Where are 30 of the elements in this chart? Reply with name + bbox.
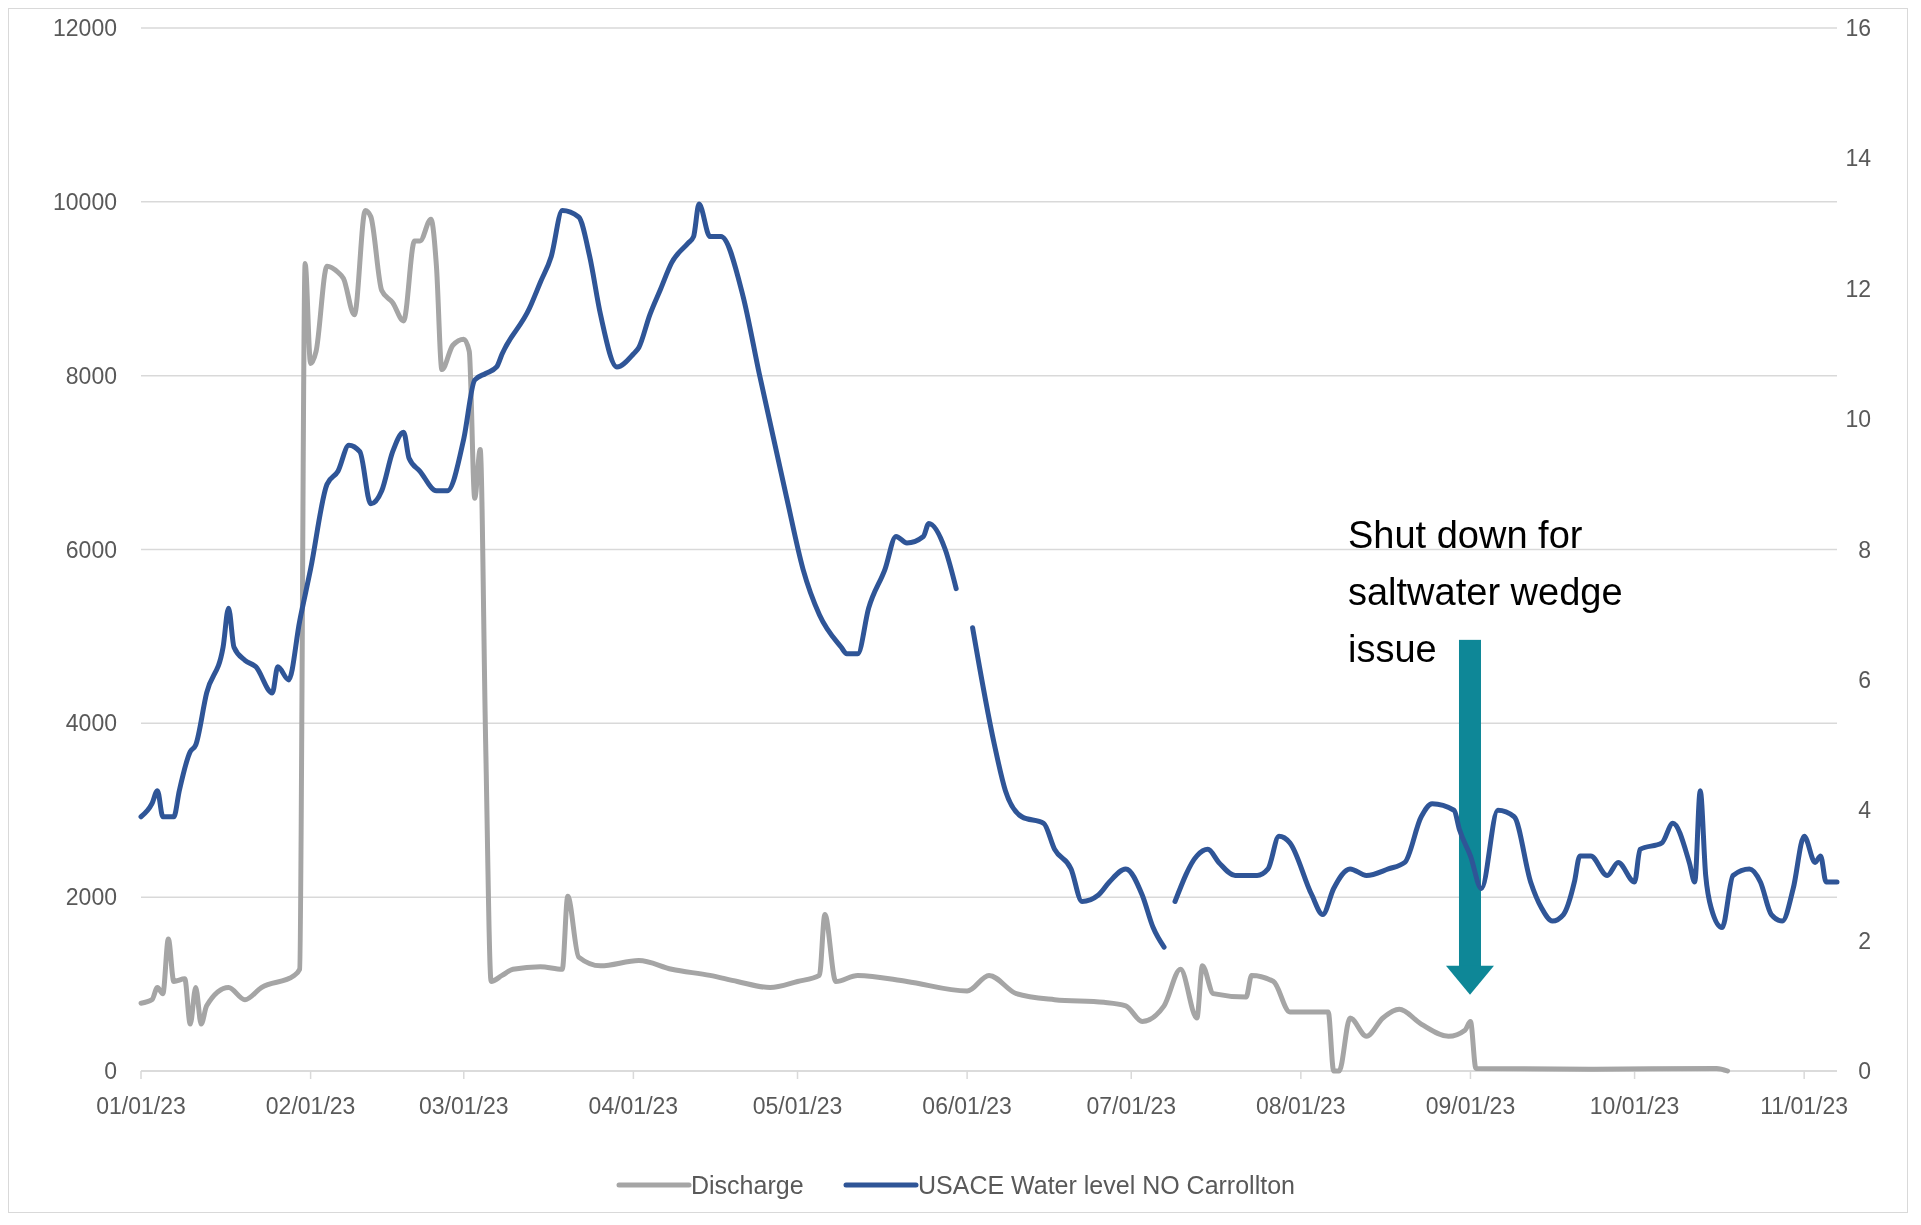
x-tick-label: 05/01/23	[752, 1093, 843, 1119]
y-tick-label: 0	[104, 1058, 117, 1085]
y2-tick-label: 14	[1845, 145, 1872, 172]
x-tick-label: 11/01/23	[1760, 1093, 1849, 1119]
x-tick-label: 09/01/23	[1425, 1093, 1516, 1119]
legend-label: USACE Water level NO Carrollton	[918, 1170, 1295, 1199]
y2-tick-label: 12	[1845, 275, 1871, 302]
y-tick-label: 8000	[65, 362, 117, 389]
y2-tick-label: 6	[1858, 666, 1871, 693]
x-tick-label: 06/01/23	[922, 1093, 1012, 1119]
x-tick-label: 02/01/23	[265, 1093, 356, 1119]
x-tick-label: 04/01/23	[588, 1093, 679, 1119]
y-tick-label: 10000	[53, 188, 117, 215]
y2-tick-label: 16	[1845, 15, 1871, 42]
x-tick-label: 10/01/23	[1589, 1093, 1680, 1119]
x-tick-label: 01/01/23	[96, 1093, 186, 1119]
y-tick-label: 2000	[65, 884, 117, 911]
x-tick-label: 08/01/23	[1256, 1093, 1346, 1119]
x-tick-label: 03/01/23	[419, 1093, 509, 1119]
y2-tick-label: 10	[1845, 406, 1871, 433]
y2-tick-label: 4	[1858, 797, 1872, 824]
y2-tick-label: 2	[1858, 927, 1871, 954]
y-tick-label: 12000	[53, 15, 117, 42]
x-tick-label: 07/01/23	[1086, 1093, 1177, 1119]
legend-label: Discharge	[691, 1170, 804, 1199]
y2-tick-label: 0	[1858, 1058, 1871, 1085]
y-tick-label: 6000	[65, 536, 117, 563]
y-tick-label: 4000	[65, 710, 117, 737]
annotation: Shut down for saltwater wedge issue	[1347, 513, 1623, 670]
y2-tick-label: 8	[1858, 536, 1871, 563]
